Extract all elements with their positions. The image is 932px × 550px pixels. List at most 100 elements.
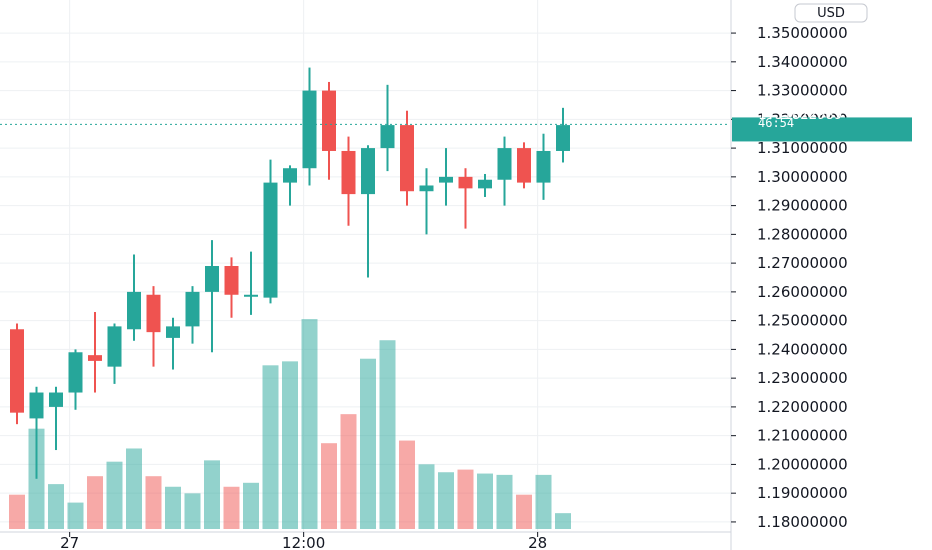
candle-body (127, 291, 141, 330)
candle (556, 107, 570, 163)
volume-bar (555, 513, 571, 529)
price-tick-label: 1.33000000 (757, 82, 848, 100)
candle-body (380, 125, 395, 149)
volume-bar (106, 461, 123, 529)
time-axis[interactable]: 27 12:00 28 (0, 531, 731, 550)
candle-body (322, 90, 336, 151)
candle (497, 136, 512, 206)
price-tick-label: 1.30000000 (757, 168, 848, 186)
candle-body (205, 266, 219, 292)
price-tick-label: 1.20000000 (757, 455, 848, 473)
volume-bar (262, 365, 279, 529)
candle-body (361, 148, 375, 195)
candle-body (497, 148, 512, 180)
candle (224, 257, 239, 318)
candle-body (10, 329, 24, 413)
candle (127, 254, 141, 341)
volume-bar (87, 476, 103, 529)
candle (419, 168, 434, 235)
candle-body (341, 150, 356, 195)
price-axis[interactable]: 1.18000000 1.19000000 1.20000000 1.21000000… (730, 0, 848, 550)
price-tick-label: 1.31000000 (757, 139, 848, 157)
candle-body (185, 291, 200, 327)
time-tick-label: 27 (60, 534, 79, 550)
candle-body (458, 176, 473, 189)
candle (166, 317, 180, 370)
volume-bar (48, 484, 64, 529)
volume-bar (126, 448, 142, 529)
candle (146, 286, 161, 367)
candle (439, 148, 453, 206)
candle-body (419, 185, 434, 192)
candle-body (302, 90, 317, 169)
last-price-tag[interactable]: 1.31822989 46:54 (732, 107, 912, 142)
candle (49, 386, 63, 451)
candle (302, 67, 317, 186)
price-tick-label: 1.34000000 (757, 53, 848, 71)
candle-body (283, 168, 297, 183)
candle-body (68, 352, 83, 393)
volume-bar (204, 460, 220, 529)
volume-bar (360, 358, 376, 529)
candles (10, 67, 570, 479)
candle (185, 286, 200, 344)
volume-bars (9, 319, 571, 529)
price-tick-label: 1.18000000 (757, 513, 848, 531)
candle (458, 168, 473, 229)
price-tick-label: 1.22000000 (757, 398, 848, 416)
candle-body (263, 182, 278, 298)
candle-body (517, 148, 531, 183)
candle (88, 312, 102, 393)
candle-body (536, 150, 551, 183)
candle-body (439, 176, 453, 183)
candle-body (29, 392, 44, 419)
candle (341, 136, 356, 226)
price-tick-label: 1.28000000 (757, 225, 848, 243)
candle-body (224, 266, 239, 295)
volume-bar (67, 502, 84, 529)
candle-body (107, 326, 122, 367)
volume-bar (282, 361, 298, 529)
candle-body (244, 294, 258, 297)
candle (361, 145, 375, 278)
candle (244, 251, 258, 315)
candle (205, 240, 219, 353)
candle (263, 159, 278, 304)
candle-body (166, 326, 180, 338)
price-tick-label: 1.29000000 (757, 197, 848, 215)
candle-body (146, 294, 161, 333)
candle (400, 110, 414, 206)
volume-bar (9, 494, 25, 529)
volume-bar (477, 473, 493, 529)
volume-bar (535, 474, 552, 529)
candle-body (88, 355, 102, 361)
candle-body (556, 125, 570, 151)
currency-badge[interactable]: USD (794, 3, 868, 23)
volume-bar (340, 414, 357, 529)
volume-bar (457, 469, 474, 529)
volume-bar (418, 464, 435, 529)
volume-bar (321, 443, 337, 529)
price-tick-label: 1.24000000 (757, 340, 848, 358)
volume-bar (379, 340, 396, 529)
time-tick-label: 12:00 (282, 534, 325, 550)
volume-bar (496, 474, 513, 529)
candle-body (478, 179, 492, 189)
candle (107, 323, 122, 384)
price-tick-label: 1.19000000 (757, 484, 848, 502)
candle (478, 173, 492, 197)
candle (322, 81, 336, 180)
candle-body (400, 125, 414, 192)
volume-bar (165, 486, 181, 529)
volume-bar (516, 494, 532, 529)
candle (29, 386, 44, 479)
price-tick-label: 1.21000000 (757, 427, 848, 445)
candle (380, 84, 395, 172)
candle (536, 133, 551, 200)
volume-bar (184, 493, 201, 529)
candle (68, 349, 83, 410)
price-tick-label: 1.35000000 (757, 24, 848, 42)
volume-bar (223, 486, 240, 529)
volume-bar (145, 476, 162, 529)
